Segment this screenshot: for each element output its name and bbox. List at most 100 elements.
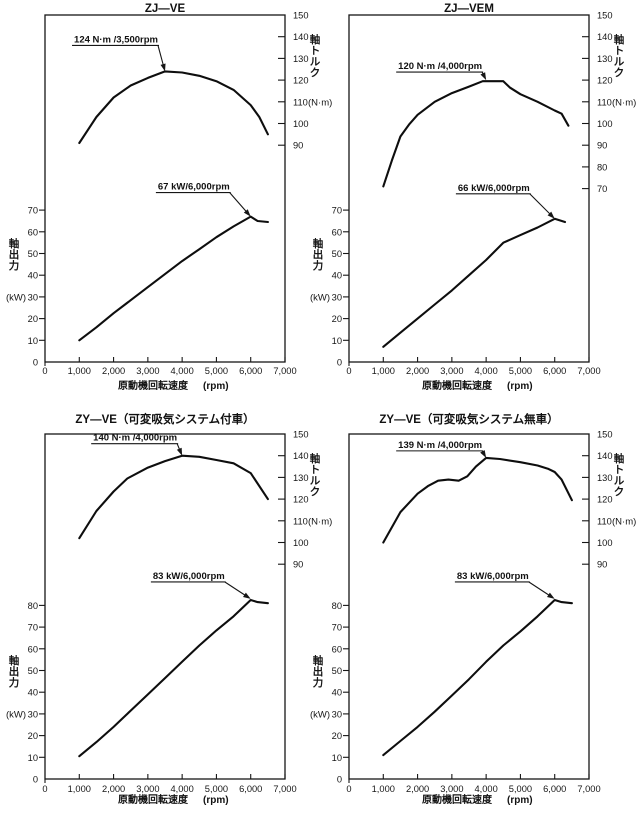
power-tick-label: 20 (332, 314, 342, 324)
power-tick-label: 30 (28, 292, 38, 302)
annotation-arrowhead (547, 592, 555, 599)
annotation-arrowhead (243, 592, 251, 599)
torque-axis-title-char: ト (310, 464, 321, 476)
power-curve (382, 217, 567, 348)
chart-zy-ve-with-variable-intake: ZY—VE（可変吸気システム付車） 0 1,000 2,000 3,000 4,000 5,… (6, 412, 332, 806)
x-axis-unit: (rpm) (507, 795, 533, 806)
power-annotation-label: 83 kW/6,000rpm (153, 571, 225, 582)
torque-annotation-label: 139 N·m /4,000rpm (398, 440, 482, 451)
power-curve (78, 598, 269, 758)
power-tick-label: 40 (28, 271, 38, 281)
x-tick-label: 1,000 (68, 366, 91, 376)
torque-axis-unit: (N·m) (612, 97, 636, 108)
torque-tick-label: 150 (597, 430, 613, 440)
power-axis-title-char: 出 (9, 248, 20, 261)
torque-axis-title-char: 軸 (310, 452, 321, 465)
power-tick-label: 30 (28, 709, 38, 719)
chart-title: ZY—VE（可変吸気システム無車） (379, 412, 558, 426)
torque-axis-title-char: ル (614, 56, 625, 68)
x-tick-label: 5,000 (205, 366, 228, 376)
power-tick-label: 10 (332, 336, 342, 346)
power-tick-label: 70 (28, 623, 38, 633)
annotation-arrow (229, 192, 248, 213)
torque-tick-label: 110 (293, 516, 308, 526)
chart-title: ZY—VE（可変吸気システム付車） (75, 412, 254, 426)
power-tick-label: 60 (28, 227, 38, 237)
x-tick-label: 1,000 (68, 784, 91, 794)
power-tick-label: 40 (332, 271, 342, 281)
torque-tick-label: 120 (597, 76, 613, 86)
power-axis-unit: (kW) (310, 292, 330, 303)
x-tick-label: 6,000 (239, 784, 262, 794)
torque-axis-unit: (N·m) (308, 516, 332, 527)
torque-axis-title-char: ト (614, 464, 625, 476)
power-tick-label: 10 (332, 753, 342, 763)
x-tick-label: 3,000 (440, 784, 463, 794)
power-axis-unit: (kW) (6, 292, 26, 303)
power-tick-label: 30 (332, 709, 342, 719)
torque-curve (382, 80, 570, 188)
x-tick-label: 7,000 (273, 366, 296, 376)
torque-tick-label: 90 (293, 141, 303, 151)
torque-axis-title-char: ク (310, 67, 321, 79)
torque-tick-label: 90 (597, 141, 607, 151)
torque-tick-label: 70 (597, 184, 607, 194)
chart-zj-vem: ZJ—VEM 0 1,000 2,000 3,000 4,000 5,000 6,000 7,0… (310, 3, 636, 392)
power-tick-label: 60 (28, 644, 38, 654)
torque-curve (78, 454, 269, 540)
x-tick-label: 5,000 (509, 784, 532, 794)
x-tick-label: 2,000 (406, 784, 429, 794)
plot-box (44, 433, 286, 780)
power-tick-label: 0 (337, 358, 342, 368)
torque-tick-label: 150 (597, 11, 613, 21)
power-curve (382, 598, 573, 757)
power-tick-label: 40 (332, 688, 342, 698)
power-tick-label: 0 (33, 775, 38, 785)
power-axis-title-char: 軸 (9, 237, 20, 250)
torque-curve (78, 70, 269, 145)
torque-tick-label: 130 (293, 473, 309, 483)
annotation-arrowhead (176, 447, 183, 456)
x-tick-label: 4,000 (475, 784, 498, 794)
x-axis-unit: (rpm) (203, 381, 229, 392)
x-tick-label: 2,000 (102, 366, 125, 376)
chart-zj-ve: ZJ—VE 0 1,000 2,000 3,000 4,000 5,000 6,000 7,00… (6, 3, 332, 392)
torque-annotation-label: 124 N·m /3,500rpm (74, 34, 158, 45)
x-tick-label: 3,000 (136, 784, 159, 794)
power-axis-title-char: 出 (9, 665, 20, 678)
power-annotation-label: 66 kW/6,000rpm (458, 183, 530, 194)
power-tick-label: 30 (332, 292, 342, 302)
x-tick-label: 1,000 (372, 366, 395, 376)
x-tick-label: 3,000 (440, 366, 463, 376)
power-axis-title-char: 軸 (9, 654, 20, 667)
torque-tick-label: 100 (597, 119, 613, 129)
torque-axis-unit: (N·m) (612, 516, 636, 527)
torque-axis-title-char: 軸 (614, 33, 625, 46)
chart-title: ZJ—VE (145, 3, 186, 15)
x-axis-label: 原動機回転速度 (118, 793, 189, 806)
x-tick-label: 2,000 (406, 366, 429, 376)
annotation-arrowhead (480, 72, 487, 81)
power-tick-label: 70 (28, 206, 38, 216)
x-tick-label: 6,000 (543, 366, 566, 376)
x-tick-label: 7,000 (577, 784, 600, 794)
torque-tick-label: 90 (597, 560, 607, 570)
x-axis-label: 原動機回転速度 (118, 379, 189, 392)
x-tick-label: 4,000 (171, 784, 194, 794)
x-axis-unit: (rpm) (507, 381, 533, 392)
power-tick-label: 40 (28, 688, 38, 698)
annotation-arrow (157, 45, 164, 66)
x-tick-label: 1,000 (372, 784, 395, 794)
torque-tick-label: 140 (293, 451, 309, 461)
x-axis-label: 原動機回転速度 (422, 379, 493, 392)
torque-axis-title-char: ト (614, 45, 625, 57)
torque-curve (382, 456, 573, 544)
power-tick-label: 60 (332, 644, 342, 654)
x-axis-label: 原動機回転速度 (422, 793, 493, 806)
x-tick-label: 6,000 (239, 366, 262, 376)
torque-axis-title-char: ク (310, 486, 321, 498)
power-tick-label: 50 (332, 249, 342, 259)
torque-tick-label: 140 (597, 32, 613, 42)
power-tick-label: 10 (28, 336, 38, 346)
power-axis-title-char: 出 (313, 248, 324, 261)
